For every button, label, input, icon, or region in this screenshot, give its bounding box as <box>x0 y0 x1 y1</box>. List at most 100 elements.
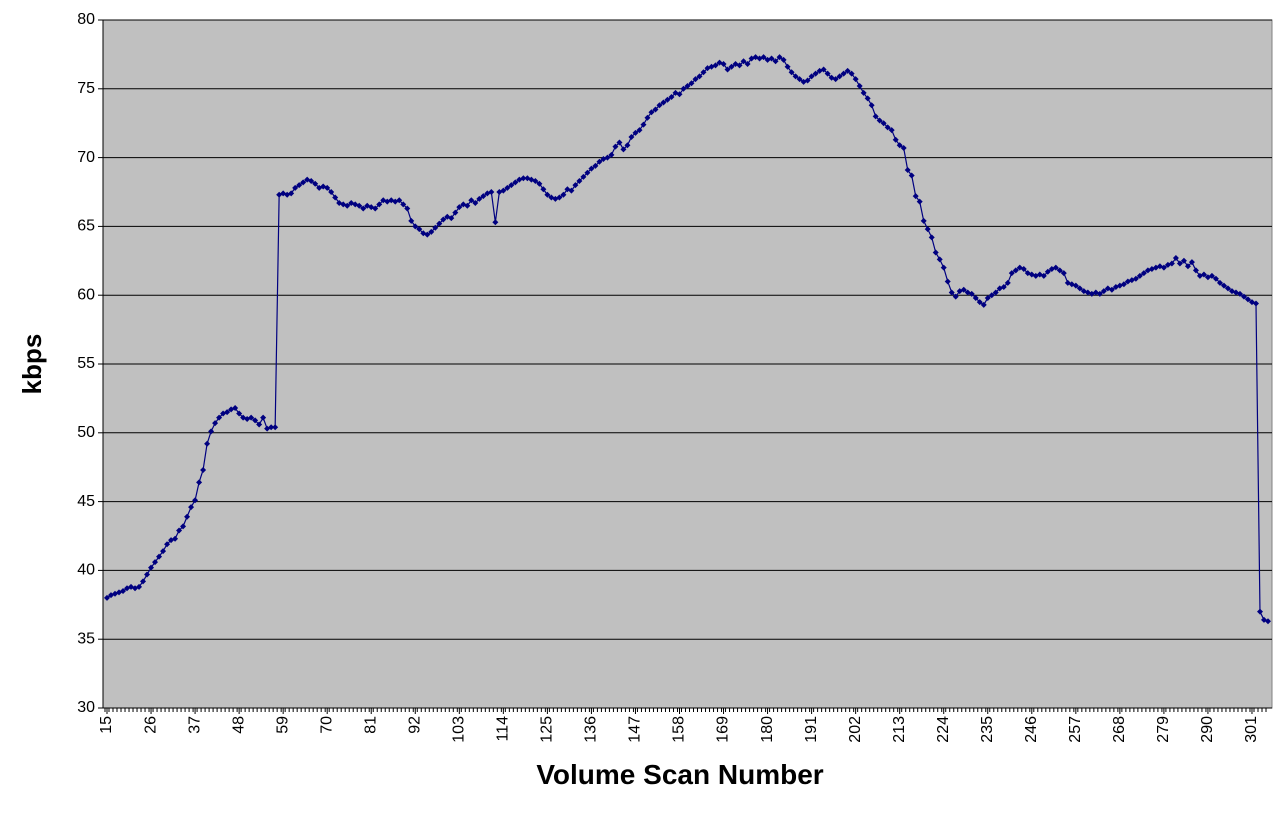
data-point <box>844 67 851 74</box>
data-point <box>788 69 795 76</box>
data-point <box>424 231 431 238</box>
data-point <box>184 513 191 520</box>
x-tick-label: 290 <box>1199 716 1216 743</box>
data-point <box>1176 260 1183 267</box>
data-point <box>1252 300 1259 307</box>
data-point <box>272 424 279 431</box>
x-tick-label: 180 <box>759 716 776 743</box>
data-point <box>408 217 415 224</box>
data-point <box>1044 268 1051 275</box>
x-tick-label: 224 <box>935 716 952 743</box>
data-point <box>680 85 687 92</box>
data-point <box>776 54 783 61</box>
data-point <box>500 187 507 194</box>
x-tick-label: 246 <box>1023 716 1040 743</box>
data-point <box>1060 270 1067 277</box>
data-point <box>556 194 563 201</box>
data-point <box>868 102 875 109</box>
data-point <box>136 583 143 590</box>
x-tick-label: 125 <box>539 716 556 743</box>
data-point <box>624 142 631 149</box>
y-tick-label: 80 <box>77 11 95 28</box>
data-point <box>896 142 903 149</box>
data-point <box>536 180 543 187</box>
data-point <box>768 55 775 62</box>
x-tick-label: 169 <box>715 716 732 743</box>
data-point <box>580 173 587 180</box>
x-tick-label: 92 <box>406 716 423 734</box>
data-point <box>372 205 379 212</box>
data-point <box>1012 267 1019 274</box>
data-point <box>324 184 331 191</box>
data-point <box>876 117 883 124</box>
data-point <box>1240 293 1247 300</box>
data-point <box>416 226 423 233</box>
data-point <box>792 73 799 80</box>
data-point <box>1100 288 1107 295</box>
y-tick-label: 35 <box>77 630 95 647</box>
data-point <box>204 440 211 447</box>
data-point <box>1040 272 1047 279</box>
data-point <box>632 129 639 136</box>
x-tick-label: 202 <box>847 716 864 743</box>
data-point <box>152 559 159 566</box>
data-point <box>448 215 455 222</box>
data-point <box>268 424 275 431</box>
data-point <box>472 200 479 207</box>
data-point <box>1096 290 1103 297</box>
x-tick-label: 26 <box>142 716 159 734</box>
data-point <box>120 588 127 595</box>
data-point <box>488 189 495 195</box>
data-point <box>984 294 991 301</box>
data-point <box>148 564 155 571</box>
data-point <box>196 479 203 486</box>
data-point <box>940 264 947 271</box>
data-point <box>824 70 831 77</box>
data-point <box>1000 283 1007 290</box>
data-point <box>608 151 615 158</box>
data-point <box>300 179 307 186</box>
data-point <box>328 189 335 195</box>
x-tick-label: 59 <box>274 716 291 734</box>
data-point <box>236 410 243 417</box>
data-point <box>728 63 735 70</box>
data-point <box>780 56 787 63</box>
data-point <box>992 289 999 296</box>
data-point <box>1132 275 1139 282</box>
x-tick-label: 268 <box>1111 716 1128 743</box>
data-point <box>1264 618 1271 625</box>
data-point <box>636 127 643 134</box>
data-point <box>360 205 367 212</box>
data-point <box>744 61 751 68</box>
data-point <box>588 165 595 172</box>
y-tick-label: 30 <box>77 699 95 716</box>
data-point <box>1212 275 1219 282</box>
data-point <box>592 162 599 169</box>
data-point <box>172 535 179 542</box>
data-point <box>440 216 447 223</box>
data-point <box>296 182 303 189</box>
data-point <box>124 585 131 592</box>
data-point <box>892 136 899 143</box>
x-tick-label: 15 <box>98 716 115 734</box>
data-point <box>668 94 675 101</box>
data-point <box>1192 267 1199 274</box>
data-point <box>252 417 259 424</box>
y-tick-label: 55 <box>77 355 95 372</box>
x-tick-label: 81 <box>362 716 379 734</box>
data-point <box>1020 266 1027 273</box>
data-point <box>292 184 299 191</box>
data-point <box>476 195 483 202</box>
y-tick-label: 60 <box>77 286 95 303</box>
x-tick-label: 213 <box>891 716 908 743</box>
data-point <box>1224 285 1231 292</box>
data-point <box>804 77 811 84</box>
data-point <box>216 414 223 421</box>
data-point <box>428 228 435 235</box>
data-point <box>888 127 895 134</box>
data-point <box>936 256 943 263</box>
data-point <box>708 63 715 70</box>
data-point <box>948 289 955 296</box>
data-point <box>540 186 547 193</box>
data-point <box>1052 264 1059 271</box>
